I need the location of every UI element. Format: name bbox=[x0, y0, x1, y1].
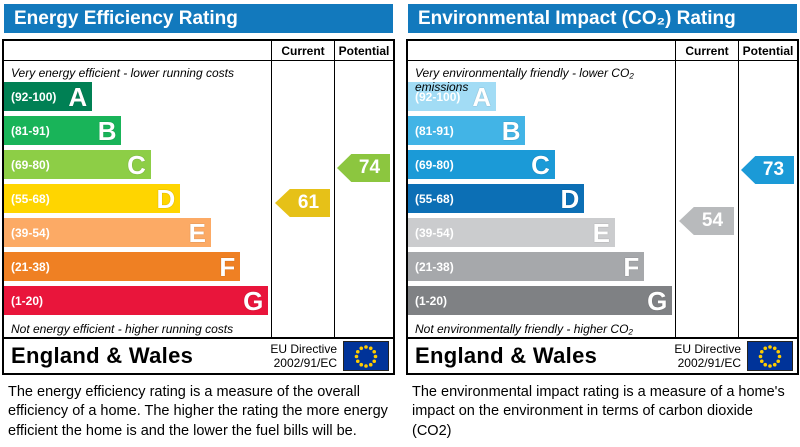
band-range: (1-20) bbox=[415, 293, 448, 308]
current-column-header: Current bbox=[271, 41, 334, 60]
band-grade: D bbox=[560, 183, 580, 214]
potential-value-column: 73 bbox=[738, 61, 797, 337]
header-spacer bbox=[408, 41, 675, 60]
band-range: (55-68) bbox=[11, 191, 50, 206]
band-f: (21-38) F bbox=[4, 251, 241, 282]
potential-rating-arrow: 74 bbox=[337, 154, 390, 182]
table-footer: England & Wales EU Directive 2002/91/EC bbox=[408, 337, 797, 373]
header-spacer bbox=[4, 41, 271, 60]
band-grade: G bbox=[243, 285, 264, 316]
band-b: (81-91) B bbox=[408, 115, 526, 146]
co2-rating-description: The environmental impact rating is a mea… bbox=[412, 384, 785, 439]
band-grade: C bbox=[531, 149, 550, 180]
band-grade: C bbox=[127, 149, 146, 180]
band-grade: A bbox=[68, 81, 88, 112]
potential-rating-value: 74 bbox=[358, 157, 381, 178]
band-a: (92-100) A bbox=[408, 81, 497, 112]
current-column-header: Current bbox=[675, 41, 738, 60]
band-grade: F bbox=[623, 251, 640, 282]
band-range: (69-80) bbox=[415, 157, 454, 172]
band-f: (21-38) F bbox=[408, 251, 645, 282]
panel-title: Energy Efficiency Rating bbox=[14, 7, 238, 29]
band-range: (55-68) bbox=[415, 191, 454, 206]
bottom-caption: Not energy efficient - higher running co… bbox=[11, 322, 234, 336]
band-range: (21-38) bbox=[11, 259, 50, 274]
rating-chart-area: Very energy efficient - lower running co… bbox=[4, 61, 393, 337]
column-header-row: Current Potential bbox=[4, 41, 393, 61]
column-header-row: Current Potential bbox=[408, 41, 797, 61]
rating-bands: Very energy efficient - lower running co… bbox=[4, 61, 271, 337]
potential-rating-arrow: 73 bbox=[741, 156, 794, 184]
band-grade: A bbox=[472, 81, 492, 112]
band-range: (39-54) bbox=[415, 225, 454, 240]
band-e: (39-54) E bbox=[408, 218, 615, 247]
environmental-impact-panel: Environmental Impact (CO₂) Rating Curren… bbox=[406, 0, 799, 441]
band-e: (39-54) E bbox=[4, 218, 211, 247]
panel-title: Environmental Impact (CO₂) Rating bbox=[418, 7, 736, 29]
potential-value-column: 74 bbox=[334, 61, 393, 337]
band-grade: B bbox=[97, 115, 117, 146]
band-d: (55-68) D bbox=[408, 183, 585, 214]
rating-chart-area: Very environmentally friendly - lower CO… bbox=[408, 61, 797, 337]
eu-flag-icon bbox=[747, 341, 793, 371]
environmental-impact-title-bar: Environmental Impact (CO₂) Rating bbox=[408, 4, 797, 33]
current-rating-value: 54 bbox=[701, 210, 724, 231]
current-rating-arrow: 61 bbox=[275, 189, 330, 217]
energy-efficiency-title-bar: Energy Efficiency Rating bbox=[4, 4, 393, 33]
band-range: (92-100) bbox=[415, 89, 461, 104]
band-b: (81-91) B bbox=[4, 115, 122, 146]
co2-rating-table: Current Potential Very environmentally f… bbox=[406, 39, 799, 375]
band-c: (69-80) C bbox=[4, 150, 151, 179]
potential-column-header: Potential bbox=[334, 41, 393, 60]
potential-rating-value: 73 bbox=[762, 159, 785, 180]
band-grade: D bbox=[156, 183, 176, 214]
band-range: (92-100) bbox=[11, 89, 57, 104]
current-value-column: 54 bbox=[675, 61, 738, 337]
top-caption: Very energy efficient - lower running co… bbox=[11, 66, 234, 80]
energy-rating-description: The energy efficiency rating is a measur… bbox=[8, 384, 388, 439]
band-c: (69-80) C bbox=[408, 150, 555, 179]
band-range: (21-38) bbox=[415, 259, 454, 274]
eu-directive-label: EU Directive 2002/91/EC bbox=[270, 341, 337, 370]
band-grade: B bbox=[501, 115, 521, 146]
table-footer: England & Wales EU Directive 2002/91/EC bbox=[4, 337, 393, 373]
band-range: (81-91) bbox=[11, 123, 50, 138]
current-rating-arrow: 54 bbox=[679, 207, 734, 235]
band-g: (1-20) G bbox=[4, 285, 269, 316]
potential-column-header: Potential bbox=[738, 41, 797, 60]
current-value-column: 61 bbox=[271, 61, 334, 337]
eu-flag-icon bbox=[343, 341, 389, 371]
region-label: England & Wales bbox=[415, 343, 598, 368]
band-range: (69-80) bbox=[11, 157, 50, 172]
band-g: (1-20) G bbox=[408, 285, 673, 316]
band-range: (39-54) bbox=[11, 225, 50, 240]
band-grade: E bbox=[188, 217, 206, 248]
band-a: (92-100) A bbox=[4, 81, 93, 112]
rating-bands: Very environmentally friendly - lower CO… bbox=[408, 61, 675, 337]
band-grade: G bbox=[647, 285, 668, 316]
band-range: (1-20) bbox=[11, 293, 44, 308]
eu-directive-label: EU Directive 2002/91/EC bbox=[674, 341, 741, 370]
energy-efficiency-panel: Energy Efficiency Rating Current Potenti… bbox=[2, 0, 395, 441]
energy-rating-table: Current Potential Very energy efficient … bbox=[2, 39, 395, 375]
band-range: (81-91) bbox=[415, 123, 454, 138]
bottom-caption: Not environmentally friendly - higher CO… bbox=[415, 322, 633, 337]
top-caption: Very environmentally friendly - lower CO… bbox=[415, 66, 634, 94]
band-d: (55-68) D bbox=[4, 183, 181, 214]
region-label: England & Wales bbox=[11, 343, 194, 368]
band-grade: E bbox=[592, 217, 610, 248]
band-grade: F bbox=[219, 251, 236, 282]
current-rating-value: 61 bbox=[297, 192, 320, 213]
